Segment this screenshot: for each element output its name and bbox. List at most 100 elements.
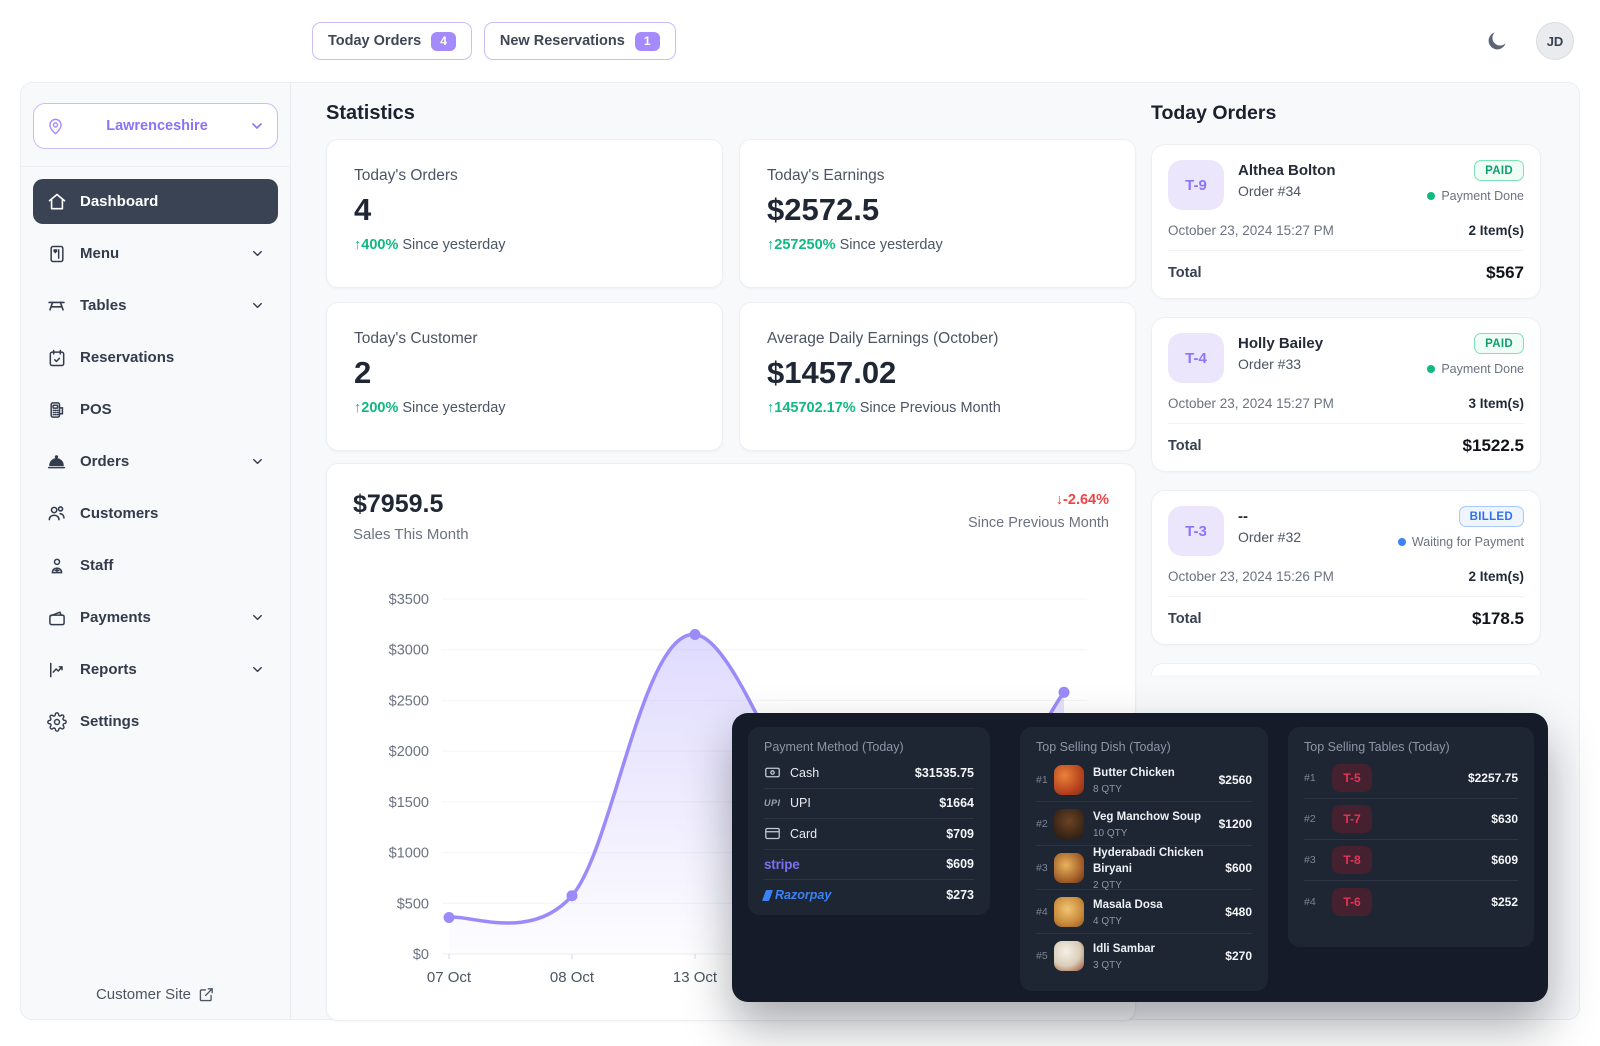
today-orders-button[interactable]: Today Orders 4 — [312, 22, 472, 60]
order-number: Order #33 — [1238, 356, 1302, 372]
sidebar-item-pos[interactable]: POS — [33, 387, 278, 432]
dark-mode-toggle[interactable] — [1482, 26, 1512, 56]
stat-card-todays-orders: Today's Orders 4 ↑400% Since yesterday — [326, 139, 723, 288]
topbar-right: JD — [1482, 22, 1574, 60]
avatar[interactable]: JD — [1536, 22, 1574, 60]
table-badge: T-8 — [1332, 846, 1372, 874]
payment-row-cash: Cash $31535.75 — [764, 758, 974, 789]
trend-down-icon: ↓ — [1055, 492, 1064, 508]
menu-board-icon — [46, 244, 67, 264]
trend-up-icon: ↑ — [767, 237, 775, 253]
table-rank: #4 — [1304, 895, 1316, 908]
chevron-down-icon — [252, 123, 262, 129]
sidebar-item-settings[interactable]: Settings — [33, 699, 278, 744]
sidebar-item-reservations[interactable]: Reservations — [33, 335, 278, 380]
chart-header-left: $7959.5 Sales This Month — [353, 490, 469, 543]
sidebar-item-label: Tables — [80, 297, 127, 314]
dish-qty: 2 QTY — [1093, 879, 1122, 891]
order-card[interactable]: T-3 -- Order #32 BILLED Waiting for Paym… — [1151, 490, 1541, 645]
table-badge: T-3 — [1168, 506, 1224, 556]
sidebar-item-label: Staff — [80, 557, 114, 574]
new-reservations-button-label: New Reservations — [499, 33, 625, 49]
sidebar-item-label: Dashboard — [80, 193, 159, 210]
stat-change: ↑400% Since yesterday — [354, 237, 506, 253]
order-card[interactable]: T-9 Althea Bolton Order #34 PAID Payment… — [1151, 144, 1541, 299]
today-orders-button-label: Today Orders — [328, 33, 422, 49]
location-label: Lawrenceshire — [106, 118, 208, 134]
chart-line-icon — [46, 660, 67, 680]
order-card-partial — [1151, 663, 1541, 675]
today-orders-panel: Today Orders T-9 Althea Bolton Order #34… — [1151, 83, 1541, 675]
statistics-grid: Today's Orders 4 ↑400% Since yesterday T… — [326, 139, 1136, 451]
customer-site-link[interactable]: Customer Site — [21, 986, 290, 1003]
divider — [1168, 596, 1524, 597]
credit-card-icon — [764, 825, 786, 842]
stat-label: Today's Earnings — [767, 167, 885, 184]
staff-person-icon — [46, 556, 67, 576]
dish-name: Butter Chicken — [1093, 766, 1175, 779]
svg-text:$0: $0 — [413, 947, 429, 963]
new-reservations-button[interactable]: New Reservations 1 — [483, 22, 676, 60]
order-number: Order #34 — [1238, 183, 1302, 199]
upi-logo: UPI — [764, 798, 781, 809]
table-icon — [46, 295, 67, 316]
sidebar-item-label: Customers — [80, 505, 159, 522]
payment-amount: $709 — [946, 826, 974, 841]
sidebar-item-tables[interactable]: Tables — [33, 283, 278, 328]
payment-name: UPI — [790, 796, 811, 811]
customer-name: -- — [1238, 508, 1248, 525]
payment-row-razorpay: Razorpay $273 — [761, 880, 974, 911]
table-row: #4 T-6 $252 — [1304, 881, 1518, 922]
cloche-icon — [46, 451, 67, 472]
sidebar-item-customers[interactable]: Customers — [33, 491, 278, 536]
users-icon — [46, 503, 67, 524]
table-row: #3 T-8 $609 — [1304, 840, 1518, 881]
chevron-down-icon — [250, 662, 265, 677]
table-rank: #1 — [1304, 772, 1316, 784]
today-orders-count-badge: 4 — [431, 31, 456, 51]
dark-widgets-overlay: Payment Method (Today) Cash $31535.75 UP… — [732, 713, 1548, 1002]
map-pin-icon — [49, 118, 62, 135]
payment-row-card: Card $709 — [764, 819, 974, 850]
dish-price: $270 — [1225, 949, 1252, 963]
sidebar-item-orders[interactable]: Orders — [33, 439, 278, 484]
gear-icon — [46, 711, 67, 732]
order-card[interactable]: T-4 Holly Bailey Order #33 PAID Payment … — [1151, 317, 1541, 472]
sidebar-nav: Dashboard Menu Tables Reservations POS — [33, 179, 278, 744]
stat-label: Today's Orders — [354, 167, 458, 184]
sidebar-item-staff[interactable]: Staff — [33, 543, 278, 588]
svg-text:$3500: $3500 — [389, 592, 429, 608]
dish-row: #5 Idli Sambar 3 QTY $270 — [1036, 934, 1252, 978]
razorpay-logo: Razorpay — [775, 888, 832, 903]
dish-name: Veg Manchow Soup — [1093, 810, 1201, 823]
customer-name: Althea Bolton — [1238, 162, 1336, 179]
sidebar-item-payments[interactable]: Payments — [33, 595, 278, 640]
sales-total: $7959.5 — [353, 490, 444, 518]
table-badge: T-6 — [1332, 887, 1372, 916]
svg-text:$500: $500 — [397, 896, 429, 912]
dish-thumbnail — [1054, 852, 1084, 883]
chevron-down-icon — [250, 454, 265, 469]
sidebar-item-menu[interactable]: Menu — [33, 231, 278, 276]
sidebar-item-reports[interactable]: Reports — [33, 647, 278, 692]
dish-price: $1200 — [1218, 816, 1252, 831]
stat-card-average-daily-earnings: Average Daily Earnings (October) $1457.0… — [739, 302, 1136, 451]
table-badge: T-5 — [1332, 764, 1372, 792]
status-badge: PAID — [1474, 333, 1524, 354]
dish-qty: 8 QTY — [1093, 783, 1122, 795]
order-total: $178.5 — [1472, 609, 1524, 628]
location-selector[interactable]: Lawrenceshire — [33, 103, 278, 149]
stat-value: $2572.5 — [767, 192, 880, 227]
stat-change: ↑200% Since yesterday — [354, 400, 506, 416]
table-row: #2 T-7 $630 — [1304, 799, 1518, 840]
sidebar-item-label: Settings — [80, 713, 140, 730]
topbar-quick-buttons: Today Orders 4 New Reservations 1 — [312, 22, 676, 60]
order-total: $1522.5 — [1462, 436, 1524, 455]
dish-row: #3 Hyderabadi Chicken Biryani 2 QTY $600 — [1036, 846, 1252, 890]
dish-thumbnail — [1054, 764, 1084, 795]
top-selling-tables-widget: Top Selling Tables (Today) #1 T-5 $2257.… — [1288, 727, 1534, 947]
sidebar-item-label: Reports — [80, 661, 137, 678]
svg-text:$1000: $1000 — [389, 846, 429, 862]
sidebar-item-dashboard[interactable]: Dashboard — [33, 179, 278, 224]
stat-label: Today's Customer — [354, 330, 478, 347]
